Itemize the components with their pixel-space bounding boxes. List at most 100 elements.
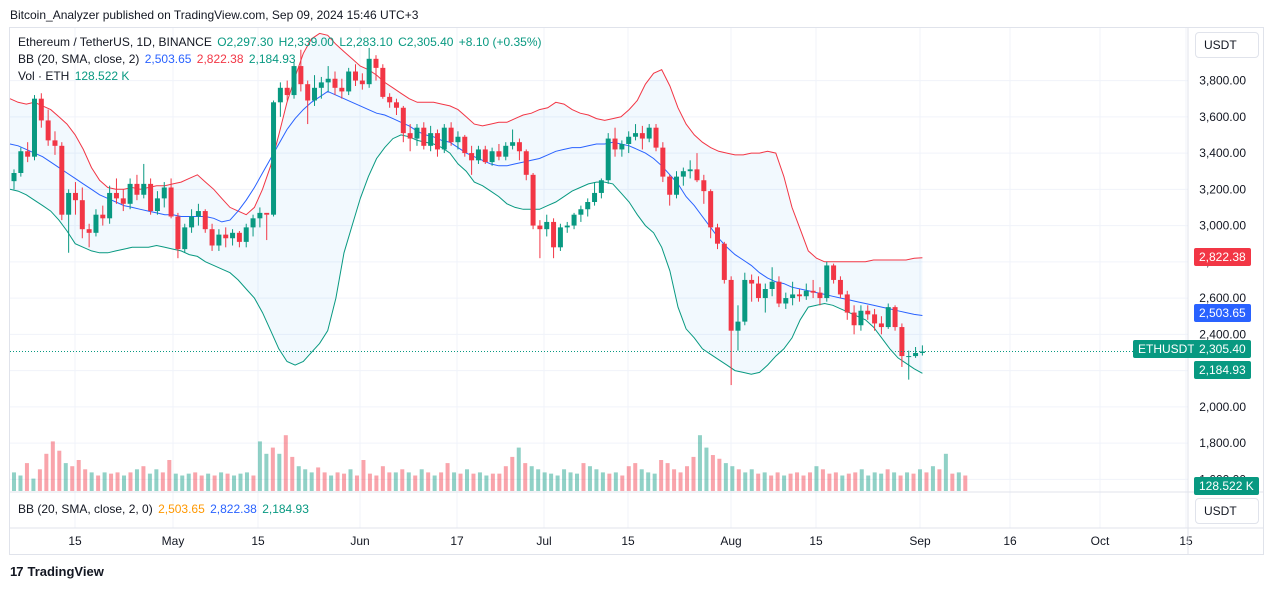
volume-bar bbox=[685, 466, 690, 491]
volume-bar bbox=[445, 463, 450, 491]
candle bbox=[469, 145, 475, 175]
candle bbox=[264, 212, 270, 241]
candle bbox=[899, 323, 905, 367]
candle-body bbox=[790, 294, 796, 299]
candle bbox=[660, 142, 666, 183]
candle bbox=[482, 145, 488, 164]
bb-upper-price-tag: 2,822.38 bbox=[1194, 248, 1251, 266]
low-value: L2,283.10 bbox=[339, 35, 393, 49]
volume-bar bbox=[956, 472, 961, 491]
volume-bar bbox=[678, 472, 683, 491]
candle-body bbox=[899, 327, 905, 357]
open-value: O2,297.30 bbox=[217, 35, 274, 49]
candle-body bbox=[776, 281, 782, 304]
candle bbox=[755, 276, 761, 302]
candle-body bbox=[605, 138, 611, 181]
candle-body bbox=[100, 214, 106, 219]
candle-body bbox=[831, 265, 837, 280]
lower-pane-unit-button[interactable]: USDT bbox=[1195, 498, 1259, 524]
candle bbox=[134, 174, 140, 201]
candle bbox=[154, 191, 160, 215]
volume-bar bbox=[633, 463, 638, 491]
volume-bar bbox=[717, 458, 722, 491]
candle bbox=[667, 174, 673, 206]
volume-bar bbox=[484, 475, 489, 491]
candle-body bbox=[796, 294, 802, 297]
volume-bar bbox=[749, 469, 754, 491]
tradingview-logo[interactable]: 17 TradingView bbox=[10, 564, 104, 579]
candle-body bbox=[667, 176, 673, 195]
candle-body bbox=[312, 87, 318, 101]
price-tick-label: 2,000.00 bbox=[1199, 400, 1246, 414]
candle-body bbox=[660, 147, 666, 177]
volume-bar bbox=[303, 469, 308, 491]
volume-bar bbox=[613, 472, 618, 491]
candle bbox=[31, 95, 37, 161]
candle bbox=[824, 261, 830, 302]
volume-bar bbox=[704, 447, 709, 491]
volume-bar bbox=[594, 469, 599, 491]
volume-bar bbox=[587, 466, 592, 491]
candle-body bbox=[209, 229, 215, 246]
candle-body bbox=[837, 279, 843, 295]
candle bbox=[243, 223, 249, 248]
volume-bar bbox=[296, 466, 301, 491]
volume-bar bbox=[283, 435, 288, 491]
candle bbox=[919, 345, 925, 356]
volume-bar bbox=[44, 453, 49, 491]
candle bbox=[421, 122, 427, 150]
candle-body bbox=[482, 149, 488, 163]
candle-body bbox=[189, 216, 195, 228]
candle-body bbox=[366, 58, 372, 85]
publisher-line: Bitcoin_Analyzer published on TradingVie… bbox=[10, 8, 419, 22]
candle bbox=[489, 147, 495, 166]
volume-bar bbox=[232, 475, 237, 491]
candle bbox=[844, 290, 850, 320]
time-tick-label: 16 bbox=[1003, 534, 1017, 548]
candle bbox=[195, 203, 201, 226]
candle-body bbox=[168, 187, 174, 217]
time-tick-label: 17 bbox=[450, 534, 464, 548]
volume-bar bbox=[439, 472, 444, 491]
candle bbox=[619, 140, 625, 157]
candle-body bbox=[243, 227, 249, 242]
volume-bar bbox=[173, 473, 178, 491]
candle bbox=[11, 169, 17, 190]
volume-bar bbox=[102, 472, 107, 491]
candle bbox=[93, 209, 99, 237]
volume-bar bbox=[807, 472, 812, 491]
volume-bar bbox=[490, 473, 495, 491]
candle-body bbox=[154, 198, 160, 212]
volume-bar bbox=[529, 466, 534, 491]
volume-bar bbox=[691, 456, 696, 491]
volume-bar bbox=[620, 475, 625, 491]
candle bbox=[393, 98, 399, 115]
volume-bar bbox=[147, 473, 152, 491]
volume-bar bbox=[432, 475, 437, 491]
candle bbox=[523, 149, 529, 181]
candle bbox=[257, 207, 263, 228]
volume-bar bbox=[510, 456, 515, 491]
candle-body bbox=[571, 214, 577, 226]
candle-body bbox=[325, 78, 331, 83]
volume-bar bbox=[37, 469, 42, 491]
candle bbox=[100, 205, 106, 226]
volume-bar bbox=[646, 472, 651, 491]
candle bbox=[639, 125, 645, 150]
price-tick-label: 3,000.00 bbox=[1199, 219, 1246, 233]
volume-bar bbox=[206, 473, 211, 491]
volume-bar bbox=[840, 475, 845, 491]
candle-body bbox=[31, 98, 37, 157]
volume-bar bbox=[950, 473, 955, 491]
candle bbox=[796, 289, 802, 302]
candle-body bbox=[551, 221, 557, 248]
price-tick-label: 3,200.00 bbox=[1199, 182, 1246, 196]
candle bbox=[120, 189, 126, 212]
volume-bar bbox=[238, 473, 243, 491]
candle-body bbox=[680, 171, 686, 177]
volume-bar bbox=[775, 472, 780, 491]
candle-body bbox=[851, 312, 857, 326]
volume-legend: Vol · ETH 128.522 K bbox=[18, 68, 131, 84]
price-scale-unit-button[interactable]: USDT bbox=[1195, 32, 1259, 58]
